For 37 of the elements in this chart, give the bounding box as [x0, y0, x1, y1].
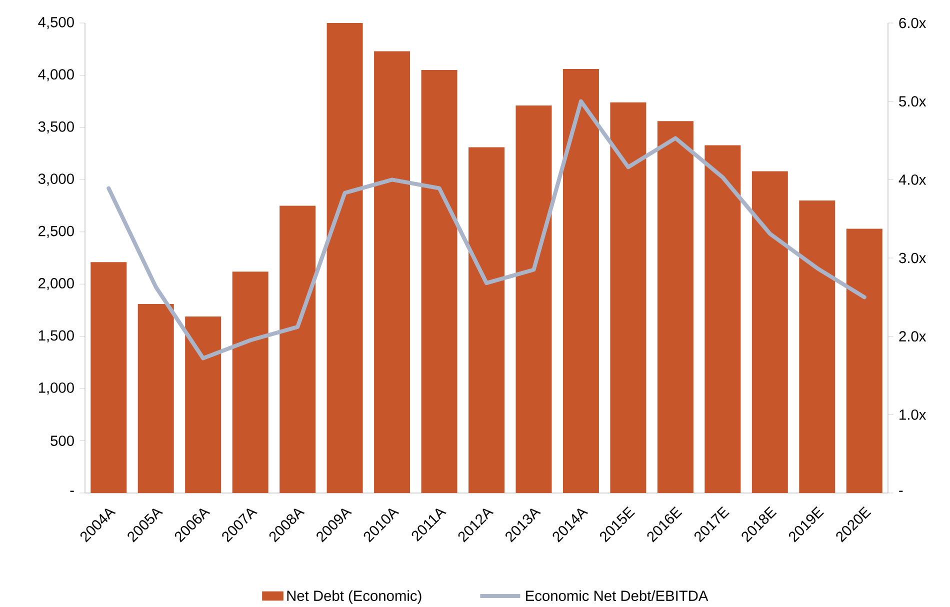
bar: [421, 70, 458, 493]
bar: [516, 106, 552, 493]
y-tick-label: 1,500: [38, 330, 74, 342]
bar: [657, 121, 694, 493]
legend-label: Economic Net Debt/EBITDA: [526, 590, 708, 602]
bar: [468, 147, 505, 493]
bar: [562, 68, 599, 493]
y-tick-label: 2,500: [38, 226, 74, 238]
bar: [326, 23, 363, 493]
bar: [232, 272, 268, 493]
bar: [138, 304, 174, 493]
bar: [280, 206, 316, 493]
y-tick-label: 2,000: [38, 278, 74, 290]
bar: [610, 102, 646, 493]
bar: [185, 316, 222, 493]
y-tick-label: 1,000: [38, 382, 74, 395]
y-tick-label: 4,000: [38, 69, 74, 82]
legend-label: Net Debt (Economic): [287, 590, 422, 604]
y2-tick-label: 1.0x: [900, 409, 926, 420]
bar: [704, 145, 741, 493]
bar: [90, 262, 127, 493]
y2-tick-label: 3.0x: [899, 252, 926, 264]
y2-tick-label: 6.0x: [899, 18, 926, 28]
y2-tick-label: 5.0x: [899, 96, 926, 107]
bar: [374, 51, 410, 493]
y2-tick-label: -: [899, 490, 903, 492]
y2-tick-label: 4.0x: [898, 174, 926, 185]
y2-tick-label: 2.0x: [899, 331, 926, 342]
y-tick-label: 3,500: [38, 121, 74, 134]
y-tick-label: -: [70, 490, 74, 492]
y-tick-label: 4,500: [38, 16, 74, 30]
y-tick-label: 3,000: [38, 174, 74, 186]
bar: [846, 228, 882, 493]
bar: [799, 200, 836, 493]
line-series: [106, 99, 866, 360]
bar: [752, 171, 788, 493]
y-tick-label: 500: [50, 436, 74, 446]
